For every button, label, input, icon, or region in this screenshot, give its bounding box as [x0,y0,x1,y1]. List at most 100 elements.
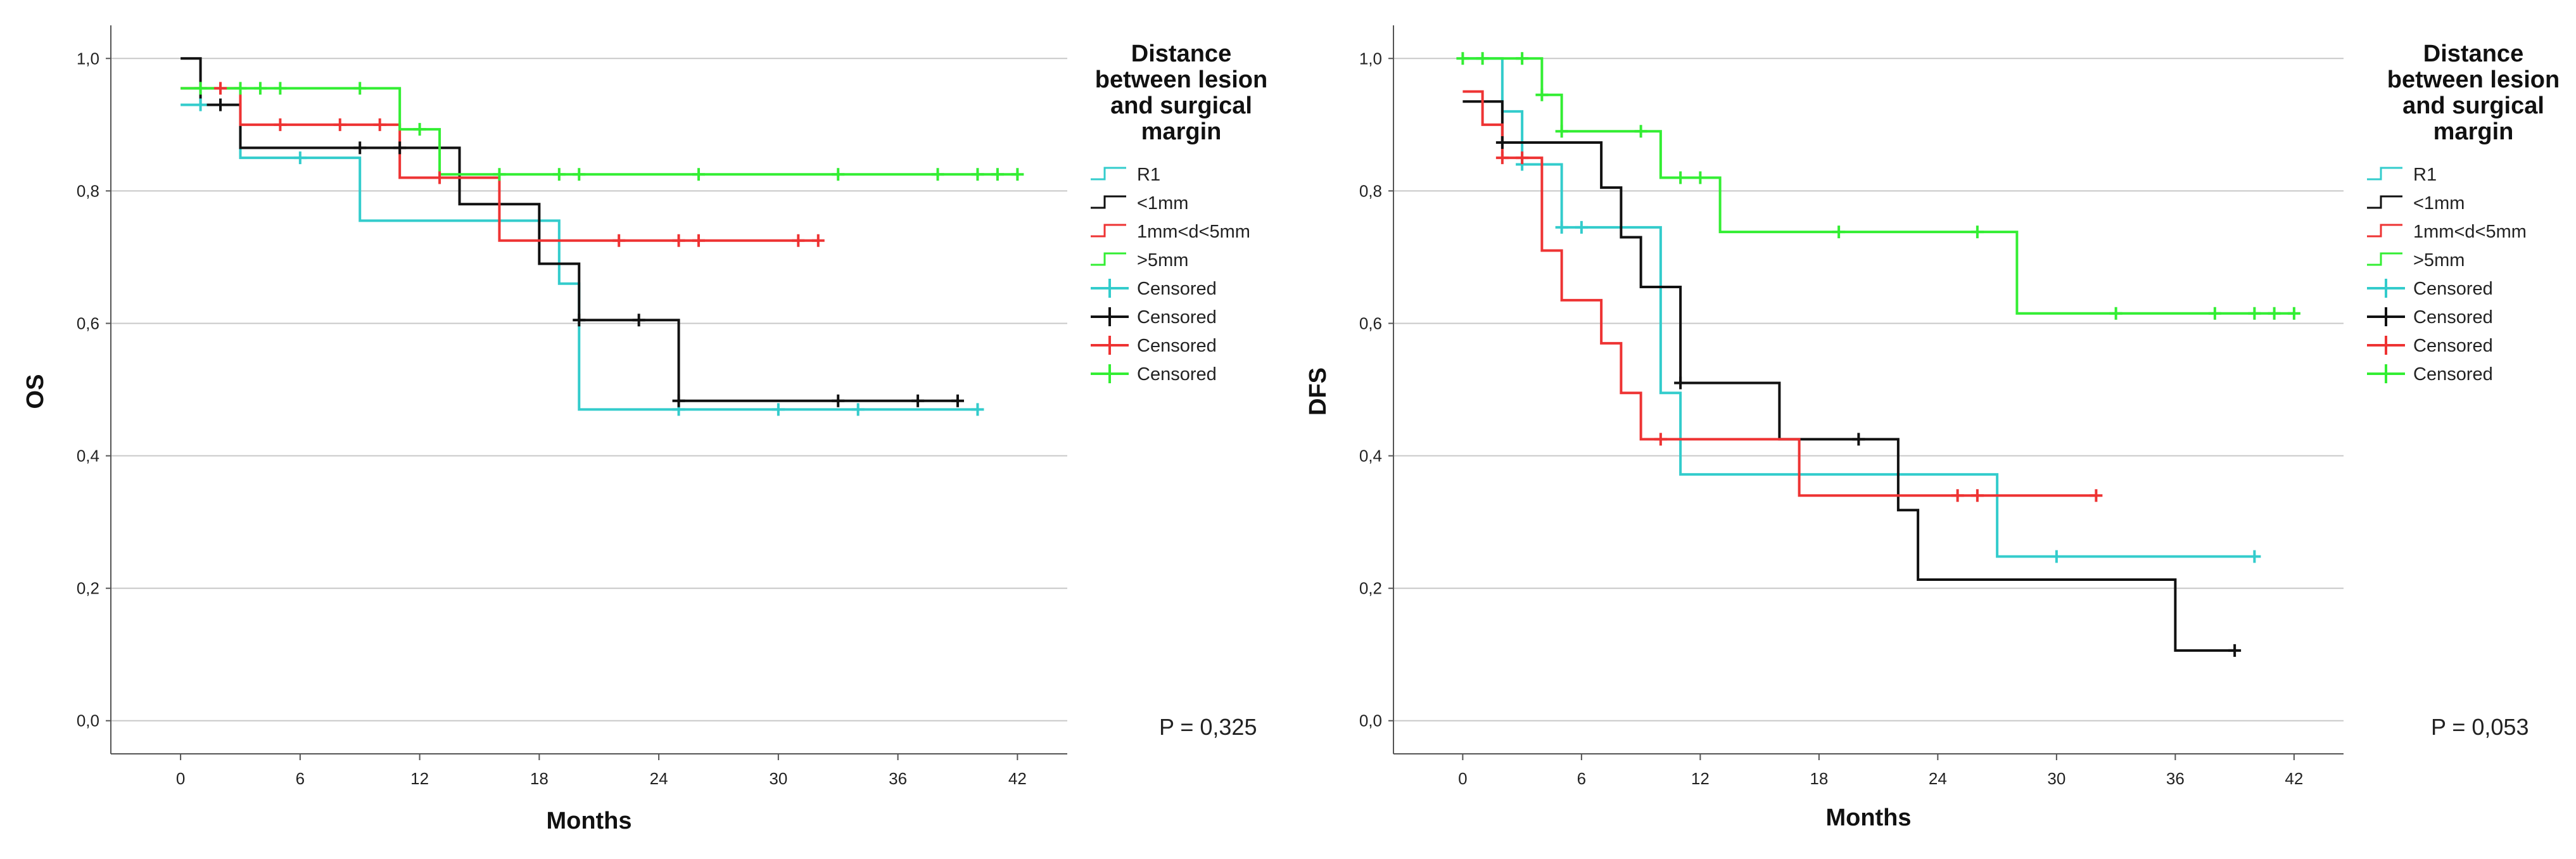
dfs-legend-label-censored-r1: Censored [2413,279,2493,299]
dfs-censor-mark-r1 [2248,550,2261,563]
os-censor-mark-gt5mm [234,82,247,95]
dfs-legend: Distance between lesion and surgical mar… [2367,41,2560,385]
os-censor-mark-gt5mm [274,82,287,95]
dfs-censor-mark-gt5mm [1970,226,1984,239]
os-legend-items: R1 <1mm 1mm<d<5mm >5mm Censored Censored… [1091,165,1250,385]
os-legend-label-gt5mm: >5mm [1137,250,1188,270]
dfs-censor-mark-lt1mm [1852,433,1865,446]
os-legend-title-line-3: and surgical [1110,92,1252,119]
os-censor-mark-gt5mm [991,168,1004,181]
os-x-axis-label: Months [546,808,631,834]
os-censor-mark-lt1mm [951,394,964,407]
dfs-x-tick-label: 18 [1810,769,1828,788]
dfs-p-value: P = 0,053 [2431,714,2528,740]
os-censor-mark-gt5mm [692,168,706,181]
dfs-censor-mark-gt5mm [1674,171,1687,184]
os-legend-title-line-2: between lesion [1095,67,1267,93]
os-y-tick-label: 0,6 [77,314,99,333]
os-censor-mark-lt1mm [393,141,407,155]
os-censor-mark-mid [433,171,447,184]
os-censor-mark-r1 [851,403,865,416]
dfs-legend-censor-swatch-gt5mm [2367,364,2405,383]
dfs-x-tick-label: 6 [1577,769,1586,788]
os-legend-swatch-mid [1091,224,1126,238]
dfs-series-group [1462,57,2294,652]
dfs-censor-mark-lt1mm [2228,644,2242,657]
dfs-legend-title-line-2: between lesion [2387,67,2560,93]
dfs-censor-mark-mid [1495,151,1509,165]
os-x-tick-label: 18 [530,769,549,788]
os-y-tick-label: 0,0 [77,711,99,730]
os-legend-censor-swatch-gt5mm [1091,364,1129,383]
os-legend-censor-swatch-r1 [1091,279,1129,298]
os-censor-mark-mid [672,234,685,247]
os-censor-mark-gt5mm [971,168,984,181]
dfs-y-tick-label: 1,0 [1359,49,1382,68]
os-legend: Distance between lesion and surgical mar… [1091,41,1267,385]
os-censor-mark-lt1mm [632,314,645,327]
dfs-x-tick-label: 36 [2166,769,2185,788]
os-x-tick-label: 24 [650,769,668,788]
os-curve-gt5mm [181,87,1018,176]
os-censor-mark-gt5mm [1011,168,1024,181]
dfs-legend-title-line-1: Distance [2423,41,2523,67]
dfs-y-tick-label: 0,8 [1359,181,1382,200]
dfs-censor-mark-mid [1951,489,1964,502]
dfs-x-axis-label: Months [1825,805,1911,831]
os-ticks: 0,0 0,2 0,4 0,6 0,8 1,0 0 6 12 18 24 30 36 42 [77,49,1027,788]
dfs-censor-mark-gt5mm [1694,171,1707,184]
os-censor-mark-gt5mm [931,168,944,181]
os-censor-mark-lt1mm [911,394,925,407]
os-censor-mark-r1 [771,403,785,416]
os-x-tick-label: 36 [889,769,907,788]
dfs-y-tick-label: 0,0 [1359,711,1382,730]
os-y-tick-label: 0,4 [77,447,99,466]
dfs-x-tick-label: 30 [2047,769,2065,788]
dfs-legend-label-censored-lt1mm: Censored [2413,307,2493,328]
dfs-panel: 0,0 0,2 0,4 0,6 0,8 1,0 0 6 12 18 24 30 36 42 DFS Mon… [1305,25,2560,831]
os-legend-label-censored-r1: Censored [1137,279,1217,299]
os-curve-r1 [181,103,978,411]
os-legend-censor-swatch-lt1mm [1091,307,1129,326]
os-censor-mark-lt1mm [672,394,685,407]
os-panel: 0,0 0,2 0,4 0,6 0,8 1,0 0 6 12 18 24 30 36 42 OS Mont… [22,25,1267,834]
os-curve-mid [181,87,818,242]
os-censor-mark-lt1mm [214,98,227,111]
os-legend-label-censored-mid: Censored [1137,336,1217,356]
dfs-censor-mark-gt5mm [2109,307,2122,320]
os-censor-mark-r1 [293,151,307,165]
os-legend-label-mid: 1mm<d<5mm [1137,222,1250,242]
os-p-value: P = 0,325 [1159,714,1257,740]
dfs-censor-mark-gt5mm [1456,52,1469,65]
os-censor-mark-lt1mm [832,394,845,407]
os-gridlines [111,58,1067,722]
dfs-ticks: 0,0 0,2 0,4 0,6 0,8 1,0 0 6 12 18 24 30 36 42 [1359,49,2303,788]
os-legend-title-line-1: Distance [1131,41,1231,67]
os-series-group [181,57,1018,411]
dfs-censor-mark-gt5mm [2248,307,2261,320]
dfs-legend-swatch-mid [2367,224,2402,238]
os-curve-lt1mm [181,57,958,402]
dfs-censor-mark-gt5mm [1832,226,1846,239]
dfs-curve-mid [1462,90,2097,497]
os-censor-mark-mid [692,234,706,247]
dfs-censor-mark-gt5mm [2208,307,2221,320]
dfs-curve-gt5mm [1462,57,2294,315]
os-x-tick-label: 0 [176,769,185,788]
dfs-legend-swatch-lt1mm [2367,195,2402,209]
os-censor-mark-gt5mm [552,168,566,181]
os-x-tick-label: 30 [769,769,787,788]
os-y-axis-label: OS [22,374,49,409]
dfs-y-axis-label: DFS [1305,367,1331,416]
os-x-tick-label: 42 [1008,769,1027,788]
dfs-censor-mark-gt5mm [1535,88,1549,101]
dfs-legend-label-gt5mm: >5mm [2413,250,2465,270]
dfs-legend-censor-swatch-r1 [2367,279,2405,298]
os-censor-mark-mid [792,234,805,247]
dfs-x-tick-label: 24 [1929,769,1947,788]
dfs-legend-censor-swatch-mid [2367,336,2405,355]
dfs-censor-mark-gt5mm [2287,307,2300,320]
os-censor-mark-mid [612,234,626,247]
dfs-legend-swatch-r1 [2367,167,2402,181]
